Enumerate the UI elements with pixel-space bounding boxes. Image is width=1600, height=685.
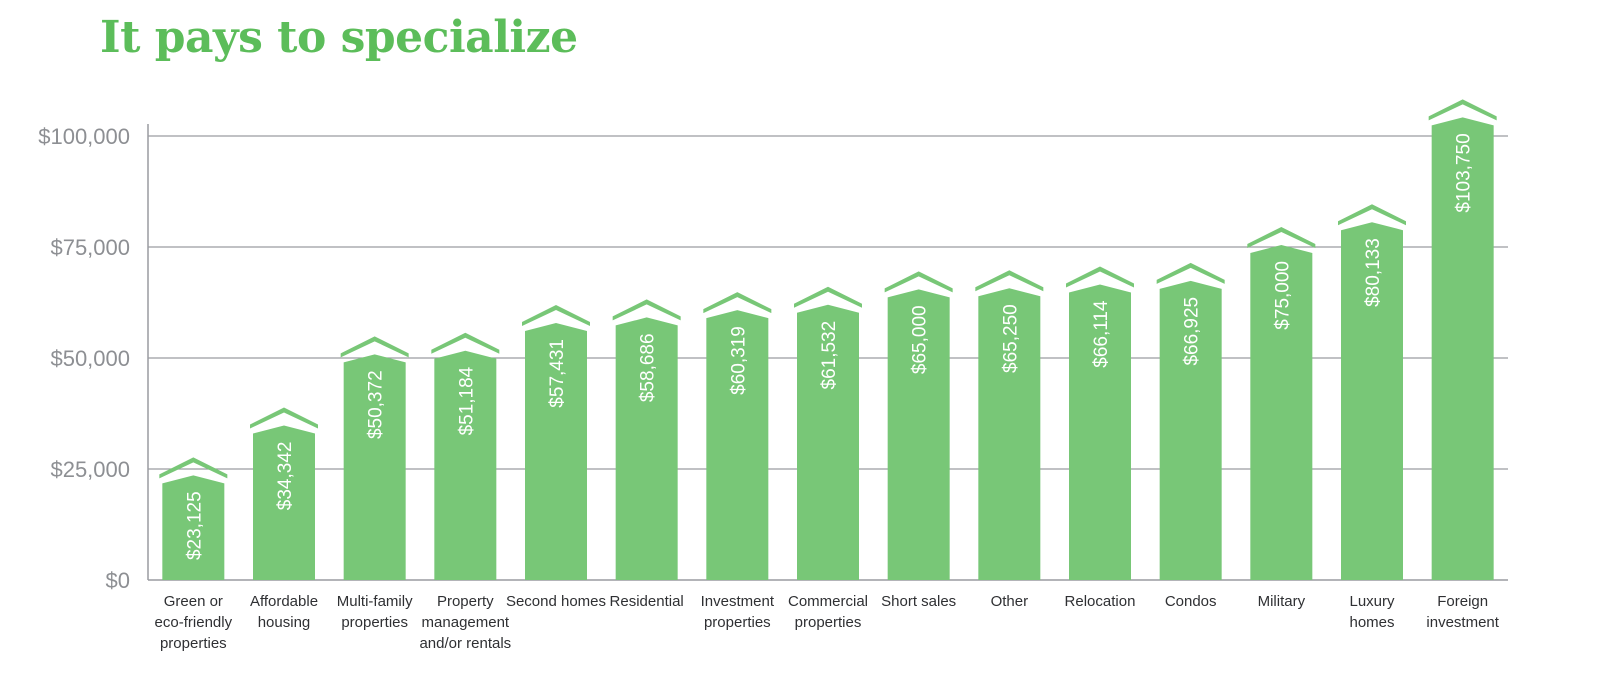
category-label-line: Condos xyxy=(1165,593,1217,610)
category-label: Investment properties xyxy=(701,593,775,631)
bar-roof xyxy=(250,407,318,429)
value-labels: $23,125 $34,342 $50,372 $51,184 $57,431 $58,6… xyxy=(184,133,1474,560)
bar-value-label: $61,532 xyxy=(819,321,840,390)
bar xyxy=(1250,245,1313,580)
bar xyxy=(887,289,950,580)
bar xyxy=(525,323,587,580)
bar-roof xyxy=(884,271,953,293)
category-label-line: properties xyxy=(160,635,227,652)
bar-roof xyxy=(1247,227,1316,248)
category-label: Residential xyxy=(610,593,684,610)
category-label: Affordable housing xyxy=(250,593,318,631)
y-tick-label: $25,000 xyxy=(50,457,130,482)
bar-roof xyxy=(1156,262,1225,284)
category-label: Green or eco-friendly properties xyxy=(155,593,233,652)
y-tick-label: $75,000 xyxy=(50,235,130,260)
bar-value-label: $66,925 xyxy=(1182,297,1203,366)
bar-value-label: $65,250 xyxy=(1000,304,1021,373)
bar-roof xyxy=(340,336,409,358)
bar-value-label: $65,000 xyxy=(910,305,931,374)
category-label: Military xyxy=(1258,593,1306,610)
category-label-line: Luxury xyxy=(1349,593,1395,610)
category-label: Property management and/or rentals xyxy=(419,593,511,652)
category-label-line: Other xyxy=(991,593,1029,610)
y-tick-label: $100,000 xyxy=(38,124,130,149)
category-label-line: investment xyxy=(1426,614,1499,631)
category-label-line: housing xyxy=(258,614,311,631)
category-label-line: Short sales xyxy=(881,593,956,610)
bar xyxy=(978,288,1041,580)
bar xyxy=(1159,280,1222,580)
bar-roof xyxy=(612,299,681,321)
category-label-line: properties xyxy=(704,614,771,631)
bar-value-label: $51,184 xyxy=(456,366,477,435)
category-label: Condos xyxy=(1165,593,1217,610)
category-label: Second homes xyxy=(506,593,606,610)
bar-value-label: $60,319 xyxy=(728,326,749,395)
bar xyxy=(434,350,497,580)
bar-value-label: $75,000 xyxy=(1272,261,1293,330)
bar xyxy=(1341,222,1403,580)
bar-value-label: $80,133 xyxy=(1363,238,1384,307)
category-label: Luxury homes xyxy=(1349,593,1395,631)
category-label-line: Residential xyxy=(610,593,684,610)
category-label: Multi-family properties xyxy=(337,593,413,631)
bar-roof xyxy=(1338,204,1406,226)
bar-value-label: $66,114 xyxy=(1091,300,1112,368)
bar-roof xyxy=(431,332,500,354)
category-label-line: eco-friendly xyxy=(155,614,233,631)
bar-value-label: $34,342 xyxy=(275,442,296,511)
bar xyxy=(343,354,406,580)
bar-roof xyxy=(794,286,862,308)
bar-value-label: $57,431 xyxy=(547,339,568,408)
category-label-line: and/or rentals xyxy=(419,635,511,652)
category-label-line: homes xyxy=(1349,614,1394,631)
category-label-line: Multi-family xyxy=(337,593,413,610)
bar xyxy=(162,475,225,580)
bar xyxy=(706,310,769,580)
category-label: Foreign investment xyxy=(1426,593,1499,631)
category-label-line: Affordable xyxy=(250,593,318,610)
bar-roof xyxy=(159,457,228,479)
category-label: Short sales xyxy=(881,593,956,610)
category-label-line: properties xyxy=(795,614,862,631)
y-tick-label: $50,000 xyxy=(50,346,130,371)
bar xyxy=(253,425,315,580)
category-label: Other xyxy=(991,593,1029,610)
category-label: Relocation xyxy=(1065,593,1136,610)
bar xyxy=(615,317,678,580)
bar xyxy=(797,304,859,580)
category-label-line: Investment xyxy=(701,593,775,610)
y-tick-label: $0 xyxy=(106,568,130,593)
bar-roof xyxy=(703,292,772,314)
bar-value-label: $103,750 xyxy=(1454,133,1475,212)
bar-value-label: $58,686 xyxy=(638,333,659,402)
category-label: Commercial properties xyxy=(788,593,868,631)
category-label-line: Commercial xyxy=(788,593,868,610)
category-labels: Green or eco-friendly properties Affordable… xyxy=(155,593,1500,652)
category-label-line: Property xyxy=(437,593,494,610)
bar-roof xyxy=(1428,99,1497,121)
bar-roof xyxy=(975,270,1044,292)
category-label-line: management xyxy=(422,614,510,631)
category-label-line: Military xyxy=(1258,593,1306,610)
bar-value-label: $50,372 xyxy=(366,370,387,439)
category-label-line: Green or xyxy=(164,593,223,610)
bar-roof xyxy=(1066,266,1134,288)
category-label-line: Foreign xyxy=(1437,593,1488,610)
category-label-line: Second homes xyxy=(506,593,606,610)
category-label-line: Relocation xyxy=(1065,593,1136,610)
bar xyxy=(1431,117,1494,580)
category-label-line: properties xyxy=(341,614,408,631)
bar-roof xyxy=(522,305,590,327)
chart-title: It pays to specialize xyxy=(100,12,578,63)
bar xyxy=(1069,284,1131,580)
bar-value-label: $23,125 xyxy=(184,491,205,560)
bars xyxy=(159,99,1497,580)
